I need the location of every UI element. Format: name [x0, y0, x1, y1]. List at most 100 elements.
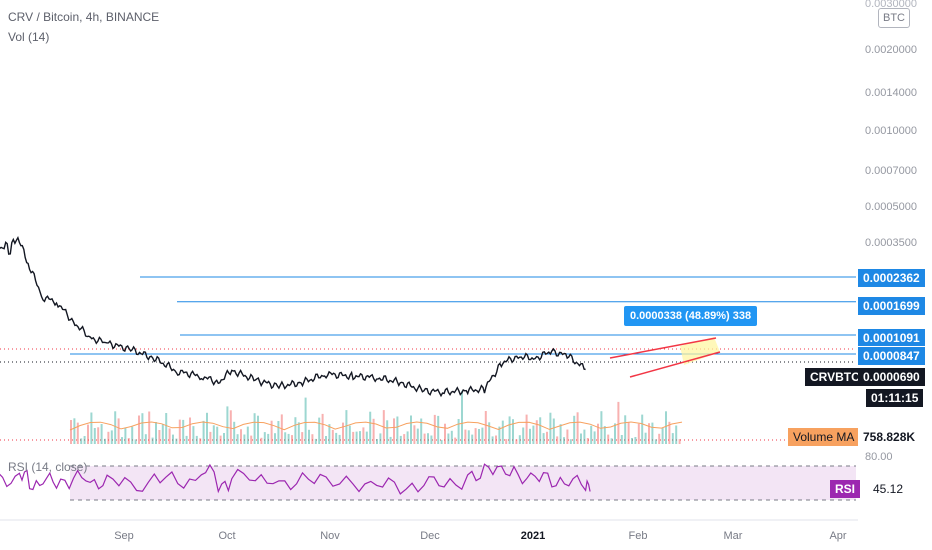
volume-bar	[498, 426, 501, 444]
volume-bar	[141, 413, 144, 444]
volume-bar	[76, 422, 79, 444]
volume-bar	[546, 431, 548, 444]
volume-bar	[172, 434, 174, 444]
volume-bar	[226, 406, 229, 444]
volume-bar	[161, 424, 164, 444]
volume-bar	[352, 431, 355, 444]
volume-bar	[641, 414, 644, 444]
price-tick: 0.0007000	[865, 165, 917, 177]
volume-bar	[369, 411, 372, 444]
last-price-tag[interactable]: 0.0000690	[858, 368, 925, 386]
volume-bar	[678, 439, 681, 444]
volume-bar	[648, 423, 650, 444]
volume-bar	[114, 411, 117, 444]
levels-layer	[0, 276, 856, 441]
volume-bar	[233, 421, 236, 444]
volume-bar	[399, 435, 402, 444]
symbol-tag[interactable]: CRVBTC	[805, 368, 865, 386]
volume-bar	[624, 415, 627, 444]
volume-bar	[338, 434, 341, 444]
level-tag[interactable]: 0.0000847	[857, 346, 926, 366]
volume-bar	[658, 433, 661, 444]
volume-bar	[359, 431, 361, 444]
volume-bar	[372, 418, 375, 444]
volume-bar	[488, 422, 491, 444]
volume-bar	[512, 419, 514, 444]
volume-bar	[260, 437, 263, 444]
volume-bar	[212, 425, 215, 444]
volume-bar	[481, 427, 484, 444]
volume-bar	[301, 432, 304, 444]
volume-bar	[257, 415, 259, 444]
level-tag[interactable]: 0.0001091	[857, 328, 926, 348]
level-tag[interactable]: 0.0001699	[857, 296, 926, 316]
volume-bar	[634, 437, 637, 444]
level-tag[interactable]: 0.0002362	[857, 268, 926, 288]
volume-bar	[253, 413, 256, 444]
rsi-band	[70, 466, 856, 500]
volume-bar	[505, 439, 508, 444]
volume-bar	[559, 424, 562, 444]
volume-bar	[403, 434, 406, 444]
volume-bar	[542, 433, 545, 444]
volume-bar	[444, 423, 446, 444]
currency-badge[interactable]: BTC	[878, 8, 910, 28]
volume-bar	[189, 417, 191, 444]
volume-bar	[83, 436, 86, 444]
volume-bar	[223, 433, 225, 444]
volume-bar	[474, 428, 477, 444]
volume-bar	[457, 419, 460, 444]
rsi-upper-tick: 80.00	[865, 451, 893, 463]
volume-bar	[529, 428, 531, 444]
volume-bar	[110, 430, 113, 444]
volume-bar	[461, 390, 463, 444]
price-tick: 0.0020000	[865, 44, 917, 56]
volume-bar	[525, 414, 528, 444]
volume-bar	[610, 438, 613, 444]
volume-bar	[138, 415, 140, 444]
volume-bar	[73, 418, 76, 444]
volume-bar	[607, 434, 610, 444]
volume-bar	[566, 429, 569, 444]
time-tick-sep: Sep	[114, 530, 134, 542]
measure-label[interactable]: 0.0000338 (48.89%) 338	[624, 306, 758, 326]
volume-ma-tag[interactable]: Volume MA	[788, 428, 860, 446]
volume-bar	[423, 433, 426, 444]
volume-bar	[165, 413, 168, 444]
volume-bar	[90, 412, 93, 444]
rsi-layer	[0, 463, 856, 501]
volume-bar	[270, 420, 273, 444]
rsi-tag[interactable]: RSI	[830, 480, 861, 498]
volume-bar	[117, 418, 120, 444]
volume-bar	[202, 420, 205, 444]
volume-bar	[168, 428, 171, 444]
time-tick-oct: Oct	[218, 530, 236, 542]
volume-bar	[556, 436, 559, 444]
volume-bar	[250, 435, 253, 444]
volume-bar	[420, 418, 423, 444]
price-line	[0, 235, 586, 398]
volume-bar	[304, 397, 307, 444]
volume-bar	[427, 433, 429, 444]
volume-bar	[464, 429, 467, 444]
volume-bar	[522, 427, 525, 444]
volume-bar	[549, 412, 552, 444]
price-layer	[0, 235, 586, 398]
volume-bar	[362, 427, 365, 444]
volume-bar	[450, 430, 453, 444]
measure-zone	[680, 337, 720, 365]
countdown-tag: 01:11:15	[866, 389, 924, 407]
volume-bar	[107, 431, 110, 444]
channel-layer	[609, 337, 721, 378]
time-tick-feb: Feb	[628, 530, 648, 542]
channel-lower	[629, 351, 721, 378]
volume-bar	[406, 431, 409, 444]
volume-bar	[617, 401, 620, 444]
volume-bar	[620, 435, 623, 444]
volume-bar	[379, 433, 382, 444]
volume-bar	[365, 431, 368, 444]
time-tick-mar: Mar	[723, 530, 743, 542]
chart-legend-title: CRV / Bitcoin, 4h, BINANCE	[8, 10, 160, 24]
volume-bar	[236, 434, 239, 444]
